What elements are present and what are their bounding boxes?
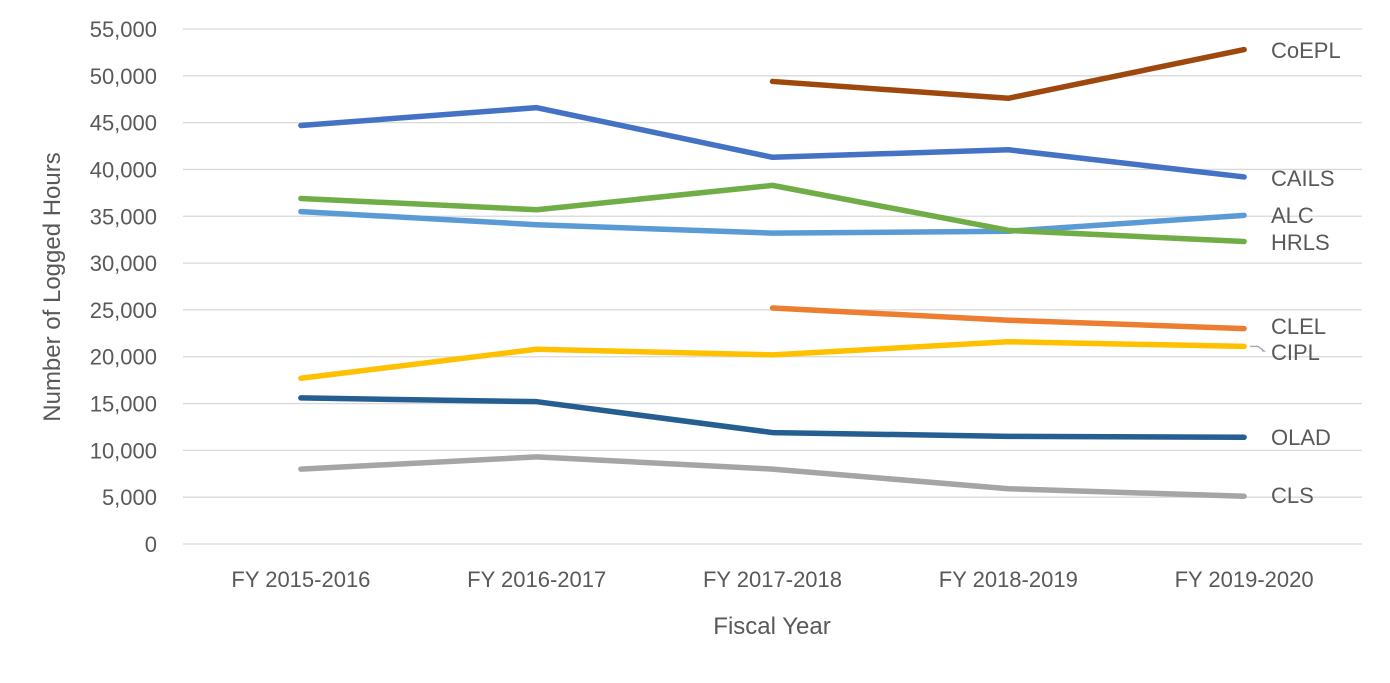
series-line-cails	[298, 104, 1247, 180]
series-line-clel	[769, 305, 1247, 332]
series-line-olad	[298, 395, 1247, 441]
leader-line	[1250, 345, 1267, 352]
y-axis-title: Number of Logged Hours	[39, 152, 66, 421]
y-tick-label: 50,000	[90, 64, 157, 89]
x-axis-title: Fiscal Year	[713, 613, 830, 640]
x-tick-label: FY 2015-2016	[231, 567, 370, 592]
y-tick-label: 20,000	[90, 345, 157, 370]
series-label: CLS	[1271, 483, 1314, 508]
y-tick-label: 35,000	[90, 204, 157, 229]
series-lines	[298, 46, 1247, 499]
series-line-hrls	[298, 182, 1247, 245]
series-label: CoEPL	[1271, 38, 1341, 63]
y-tick-label: 25,000	[90, 298, 157, 323]
x-tick-label: FY 2016-2017	[467, 567, 606, 592]
y-tick-label: 55,000	[90, 17, 157, 42]
x-tick-label: FY 2018-2019	[939, 567, 1078, 592]
y-tick-label: 15,000	[90, 392, 157, 417]
y-tick-label: 5,000	[102, 485, 157, 510]
x-tick-label: FY 2017-2018	[703, 567, 842, 592]
series-label: CIPL	[1271, 340, 1320, 365]
y-tick-labels: 0 5,000 10,000 15,000 20,000 25,000 30,000 35,0…	[90, 17, 157, 557]
y-tick-label: 0	[145, 532, 157, 557]
series-line-coepl	[769, 46, 1247, 102]
series-label: HRLS	[1271, 230, 1330, 255]
series-line-cls	[298, 454, 1247, 499]
series-label: CLEL	[1271, 314, 1326, 339]
y-tick-label: 45,000	[90, 111, 157, 136]
series-label: ALC	[1271, 203, 1314, 228]
y-tick-label: 10,000	[90, 438, 157, 463]
y-tick-label: 40,000	[90, 157, 157, 182]
y-tick-label: 30,000	[90, 251, 157, 276]
series-line-alc	[298, 208, 1247, 236]
x-tick-labels: FY 2015-2016 FY 2016-2017 FY 2017-2018 FY 2…	[231, 567, 1313, 592]
x-tick-label: FY 2019-2020	[1175, 567, 1314, 592]
series-label: CAILS	[1271, 166, 1335, 191]
series-line-cipl	[298, 338, 1247, 382]
series-label: OLAD	[1271, 425, 1331, 450]
